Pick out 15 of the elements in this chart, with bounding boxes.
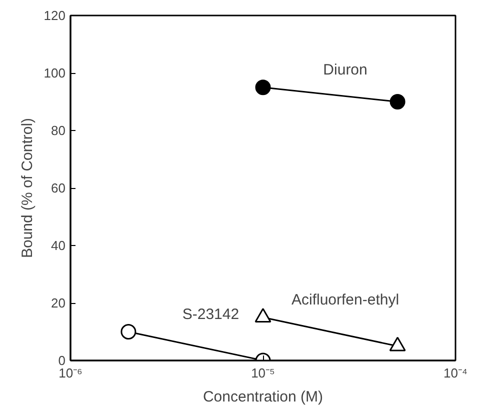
x-axis-title: Concentration (M) [202, 388, 324, 406]
y-tick-label: 120 [44, 8, 66, 23]
x-tick-label: 10⁻⁴ [443, 366, 468, 380]
y-axis-title: Bound (% of Control) [18, 118, 36, 258]
y-tick-label: 0 [58, 353, 66, 368]
y-tick-label: 100 [44, 66, 66, 80]
series-label: S-23142 [182, 306, 240, 323]
y-tick-label: 20 [51, 296, 66, 310]
y-tick-label: 80 [51, 123, 66, 138]
x-tick-label: 10⁻⁵ [251, 366, 275, 380]
x-tick-label: 10⁻⁶ [58, 366, 82, 380]
y-tick-label: 60 [51, 180, 66, 196]
series-label: Acifluorfen-ethyl [292, 291, 400, 308]
y-tick-label: 40 [51, 238, 66, 253]
series-label: Diuron [323, 61, 368, 78]
